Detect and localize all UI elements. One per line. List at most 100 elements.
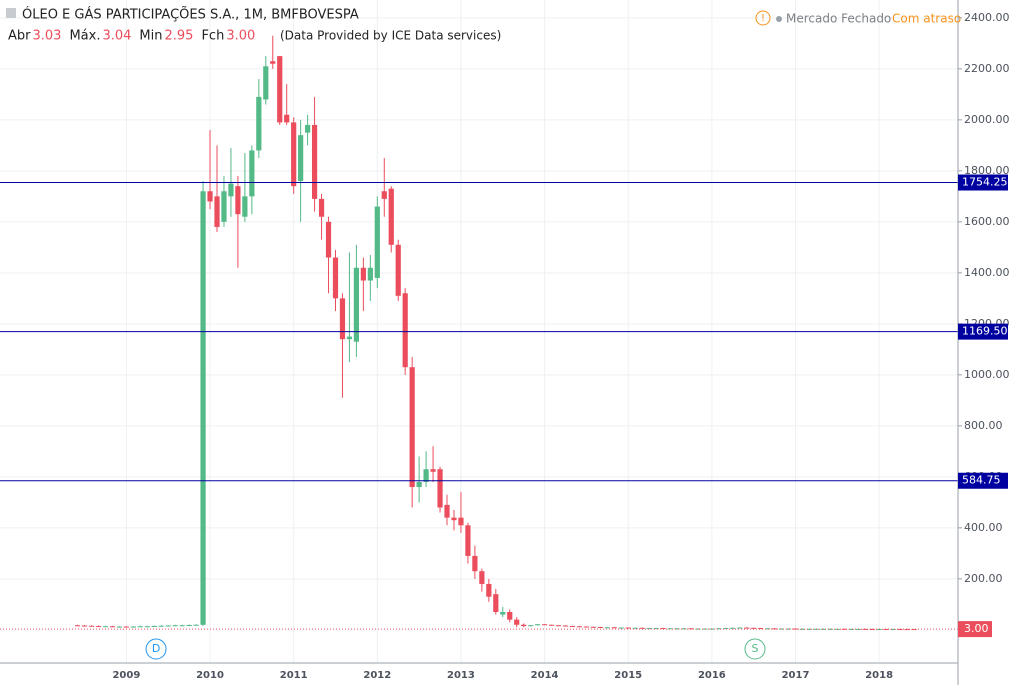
event-label: D <box>152 642 160 655</box>
candle-body <box>465 525 471 556</box>
last-price-label: 3.00 <box>964 622 989 635</box>
symbol-icon[interactable] <box>6 8 16 18</box>
candle-body <box>667 628 673 630</box>
candle-body <box>541 624 548 626</box>
source: (Data Provided by ICE Data services) <box>280 29 501 43</box>
warning-mark: ! <box>761 13 765 24</box>
y-tick-label: 1000.00 <box>964 368 1010 381</box>
hline-label: 1169.50 <box>962 325 1008 338</box>
candle-body <box>95 626 102 628</box>
candle-body <box>144 626 150 628</box>
candle-body <box>81 625 88 627</box>
candle-body <box>695 628 701 630</box>
x-tick-label: 2009 <box>112 670 140 681</box>
candle-body <box>500 612 506 615</box>
candle-body <box>799 628 806 630</box>
candle-body <box>277 56 283 123</box>
candle-body <box>305 124 311 133</box>
candle-body <box>291 122 297 187</box>
candle-body <box>758 628 764 630</box>
candle-body <box>200 191 206 625</box>
candle-body <box>820 628 826 630</box>
candle-body <box>660 628 666 630</box>
hline-label: 584.75 <box>962 474 1001 487</box>
candle-body <box>437 469 443 508</box>
candle-body <box>332 257 339 299</box>
event-marker[interactable] <box>145 638 167 660</box>
candle-body <box>193 624 199 626</box>
candle-body <box>228 183 234 197</box>
candle-body <box>493 594 499 612</box>
y-tick-label: 800.00 <box>964 419 1003 432</box>
candle-body <box>353 267 359 342</box>
candle-body <box>730 627 736 629</box>
candle-body <box>583 626 590 628</box>
candle-body <box>88 625 95 627</box>
candle-body <box>172 625 178 627</box>
candle-body <box>904 629 910 631</box>
ohlc-name: Fch <box>201 29 224 44</box>
candle-body <box>841 628 847 630</box>
candle-body <box>444 504 450 518</box>
candle-body <box>367 267 373 281</box>
candle-body <box>646 628 652 630</box>
y-tick-label: 2400.00 <box>964 11 1010 24</box>
ohlc-name: Abr <box>8 29 31 44</box>
candle-body <box>890 629 896 631</box>
y-tick-label: 400.00 <box>964 521 1003 534</box>
candle-body <box>311 124 318 199</box>
candle-body <box>109 626 116 628</box>
candle-body <box>75 625 81 627</box>
candle-body <box>242 196 248 217</box>
candle-body <box>102 626 109 628</box>
status-dot <box>776 16 782 22</box>
market-status: Mercado Fechado <box>786 12 891 26</box>
candle-body <box>151 626 157 628</box>
candle-body <box>869 629 875 631</box>
candle-body <box>416 481 422 488</box>
candle-body <box>604 627 610 629</box>
candle-body <box>158 625 164 627</box>
x-tick-label: 2010 <box>196 670 224 681</box>
candle-body <box>165 625 171 627</box>
candle-body <box>430 469 436 472</box>
candle-body <box>130 626 136 628</box>
event-marker[interactable] <box>744 638 766 660</box>
candle-body <box>848 628 854 630</box>
x-tick-label: 2015 <box>614 670 642 681</box>
candle-body <box>402 293 408 368</box>
hline-label-bg <box>958 323 1008 340</box>
warning-icon[interactable] <box>755 10 771 26</box>
candle-body <box>137 626 143 628</box>
y-tick-label: 1600.00 <box>964 215 1010 228</box>
candle-body <box>339 298 346 340</box>
y-tick-label: 2200.00 <box>964 62 1010 75</box>
candle-body <box>235 186 241 215</box>
candle-body <box>186 625 192 627</box>
candle-body <box>381 191 387 199</box>
candle-body <box>555 625 562 627</box>
delay-status[interactable]: Com atraso <box>892 12 961 26</box>
candle-body <box>702 628 708 630</box>
candle-body <box>521 624 527 627</box>
ohlc-value: 2.95 <box>165 29 194 44</box>
y-tick-label: 1400.00 <box>964 266 1010 279</box>
candle-body <box>214 196 220 227</box>
candle-body <box>806 628 813 630</box>
chart-title: ÓLEO E GÁS PARTICIPAÇÕES S.A., 1M, BMFBO… <box>22 7 359 23</box>
candle-body <box>256 96 262 151</box>
candle-body <box>298 135 304 182</box>
x-tick-label: 2014 <box>531 670 559 681</box>
candle-body <box>221 191 227 222</box>
candle-body <box>576 626 583 628</box>
candle-body <box>270 61 276 64</box>
candle-body <box>625 627 631 629</box>
candle-body <box>569 626 576 628</box>
candle-body <box>590 626 596 628</box>
ohlc-name: Min <box>139 29 162 44</box>
candle-body <box>723 628 729 630</box>
candle-body <box>785 628 792 630</box>
candle-body <box>451 517 457 521</box>
candle-body <box>883 629 889 631</box>
